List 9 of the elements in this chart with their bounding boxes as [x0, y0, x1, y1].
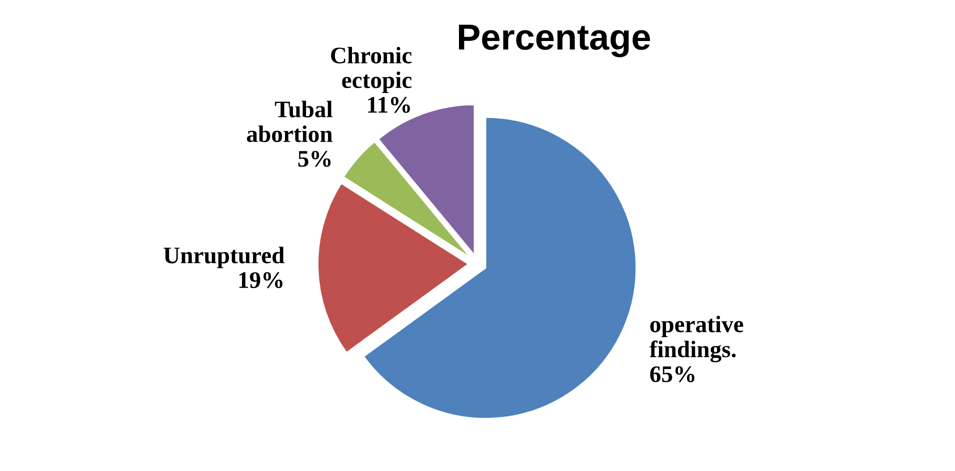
data-label: 5%	[298, 150, 331, 167]
data-label: 11%	[368, 96, 410, 113]
slice-label: Unruptured	[164, 246, 284, 268]
data-label: 19%	[239, 272, 282, 288]
data-label: 65%	[650, 366, 694, 382]
slice-label: Chronic ectopic	[331, 46, 412, 93]
chart-title: Percentage	[458, 24, 650, 58]
slice-label: operative findings.	[650, 316, 744, 362]
slice-label: Tubal abortion	[246, 100, 332, 142]
